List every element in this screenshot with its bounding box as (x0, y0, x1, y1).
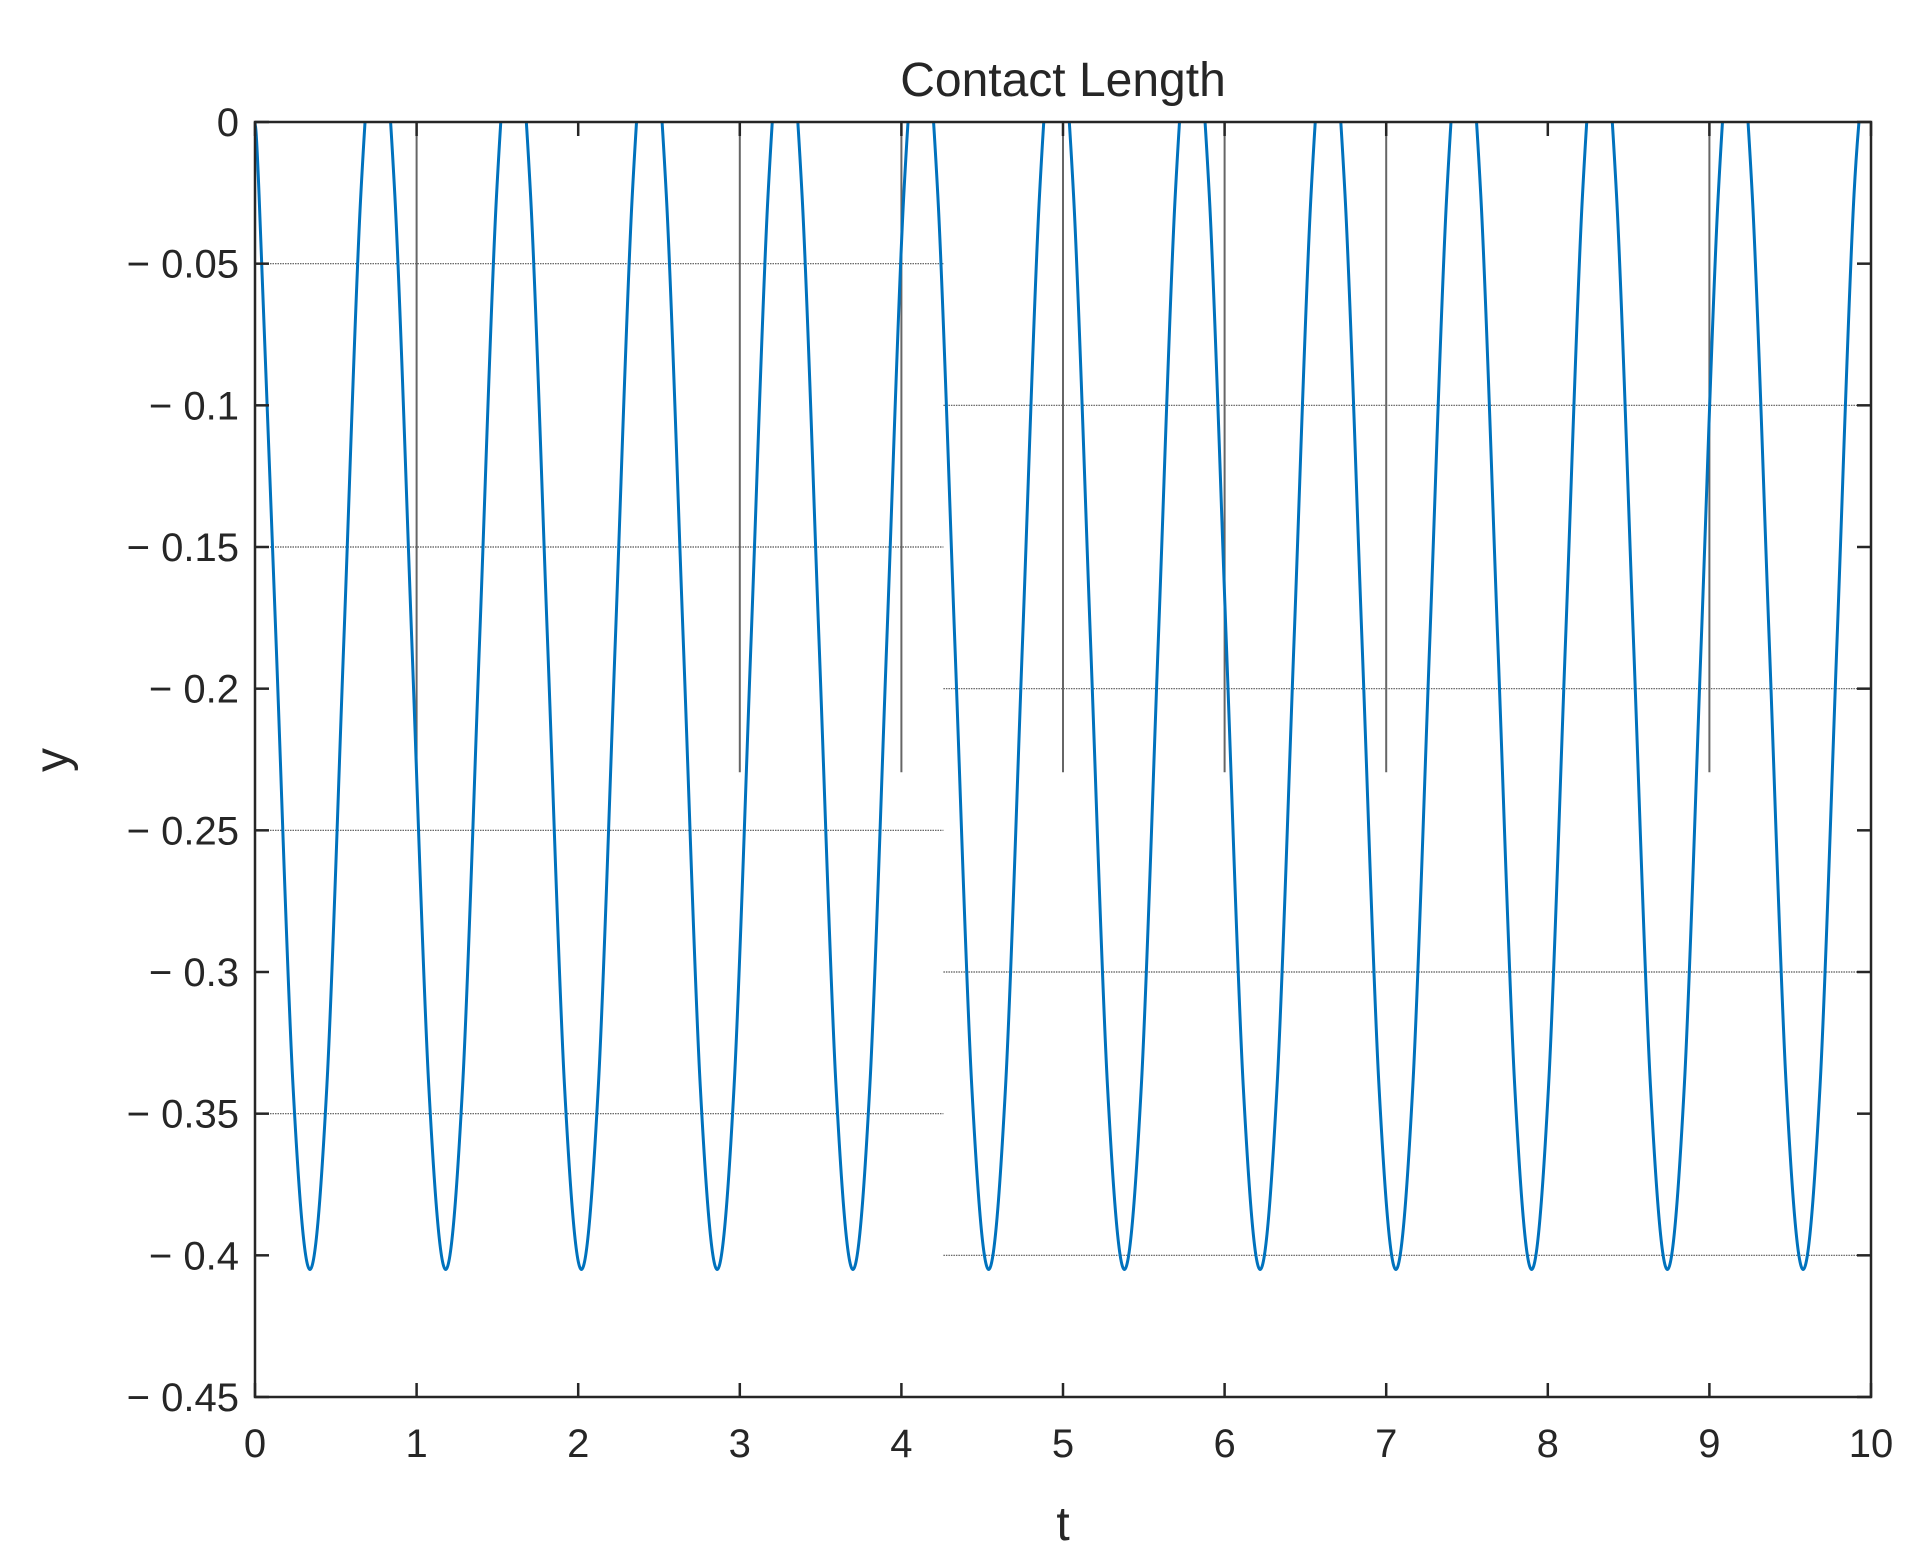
y-tick-label: − 0.35 (127, 1093, 239, 1137)
y-tick-label: − 0.1 (149, 384, 239, 428)
y-tick-label: − 0.3 (149, 951, 239, 995)
y-tick-label: − 0.45 (127, 1376, 239, 1420)
x-tick-label: 10 (1849, 1422, 1894, 1466)
x-tick-label: 4 (890, 1422, 912, 1466)
x-tick-label: 2 (567, 1422, 589, 1466)
y-tick-label: − 0.25 (127, 809, 239, 853)
y-axis-label: y (26, 748, 79, 772)
x-tick-label: 3 (729, 1422, 751, 1466)
x-tick-label: 5 (1052, 1422, 1074, 1466)
x-tick-label: 9 (1698, 1422, 1720, 1466)
y-tick-label: − 0.05 (127, 243, 239, 287)
y-tick-label: − 0.15 (127, 526, 239, 570)
chart-title: Contact Length (900, 54, 1226, 107)
x-axis-label: t (1056, 1498, 1069, 1551)
y-tick-label: − 0.2 (149, 668, 239, 712)
x-tick-label: 1 (405, 1422, 427, 1466)
y-tick-label: − 0.4 (149, 1234, 239, 1278)
x-tick-label: 7 (1375, 1422, 1397, 1466)
x-tick-label: 0 (244, 1422, 266, 1466)
x-tick-label: 8 (1537, 1422, 1559, 1466)
x-tick-label: 6 (1213, 1422, 1235, 1466)
y-tick-label: 0 (217, 101, 239, 145)
